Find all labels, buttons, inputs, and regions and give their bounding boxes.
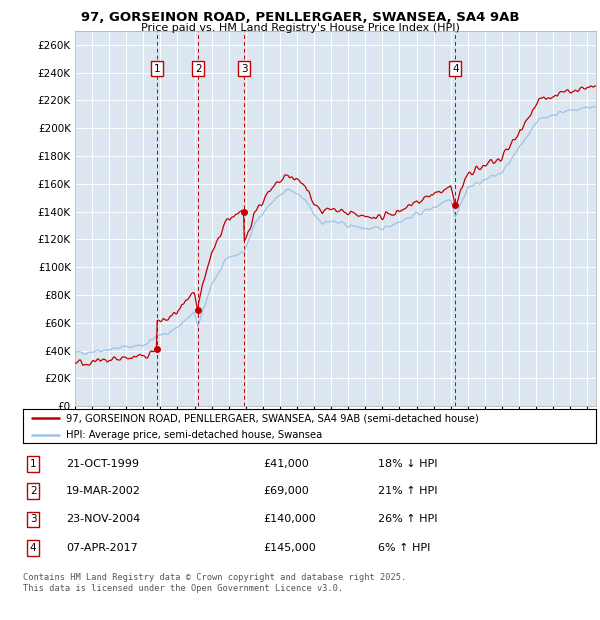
Text: 2: 2 bbox=[30, 486, 37, 496]
Text: 23-NOV-2004: 23-NOV-2004 bbox=[66, 515, 140, 525]
Text: 1: 1 bbox=[30, 459, 37, 469]
Text: Contains HM Land Registry data © Crown copyright and database right 2025.
This d: Contains HM Land Registry data © Crown c… bbox=[23, 574, 406, 593]
Text: 19-MAR-2002: 19-MAR-2002 bbox=[66, 486, 140, 496]
Text: 07-APR-2017: 07-APR-2017 bbox=[66, 542, 137, 552]
Text: £140,000: £140,000 bbox=[263, 515, 316, 525]
Text: 6% ↑ HPI: 6% ↑ HPI bbox=[378, 542, 430, 552]
Text: 21% ↑ HPI: 21% ↑ HPI bbox=[378, 486, 437, 496]
Text: 4: 4 bbox=[30, 542, 37, 552]
Text: 2: 2 bbox=[195, 63, 202, 74]
Text: 3: 3 bbox=[241, 63, 247, 74]
Text: 18% ↓ HPI: 18% ↓ HPI bbox=[378, 459, 437, 469]
Text: 3: 3 bbox=[30, 515, 37, 525]
Text: £69,000: £69,000 bbox=[263, 486, 309, 496]
Text: Price paid vs. HM Land Registry's House Price Index (HPI): Price paid vs. HM Land Registry's House … bbox=[140, 23, 460, 33]
Text: 97, GORSEINON ROAD, PENLLERGAER, SWANSEA, SA4 9AB (semi-detached house): 97, GORSEINON ROAD, PENLLERGAER, SWANSEA… bbox=[66, 413, 479, 423]
Text: 1: 1 bbox=[154, 63, 160, 74]
Text: £41,000: £41,000 bbox=[263, 459, 309, 469]
Text: £145,000: £145,000 bbox=[263, 542, 316, 552]
Text: 26% ↑ HPI: 26% ↑ HPI bbox=[378, 515, 437, 525]
Text: 21-OCT-1999: 21-OCT-1999 bbox=[66, 459, 139, 469]
Text: HPI: Average price, semi-detached house, Swansea: HPI: Average price, semi-detached house,… bbox=[66, 430, 322, 440]
Text: 97, GORSEINON ROAD, PENLLERGAER, SWANSEA, SA4 9AB: 97, GORSEINON ROAD, PENLLERGAER, SWANSEA… bbox=[81, 11, 519, 24]
Text: 4: 4 bbox=[452, 63, 458, 74]
